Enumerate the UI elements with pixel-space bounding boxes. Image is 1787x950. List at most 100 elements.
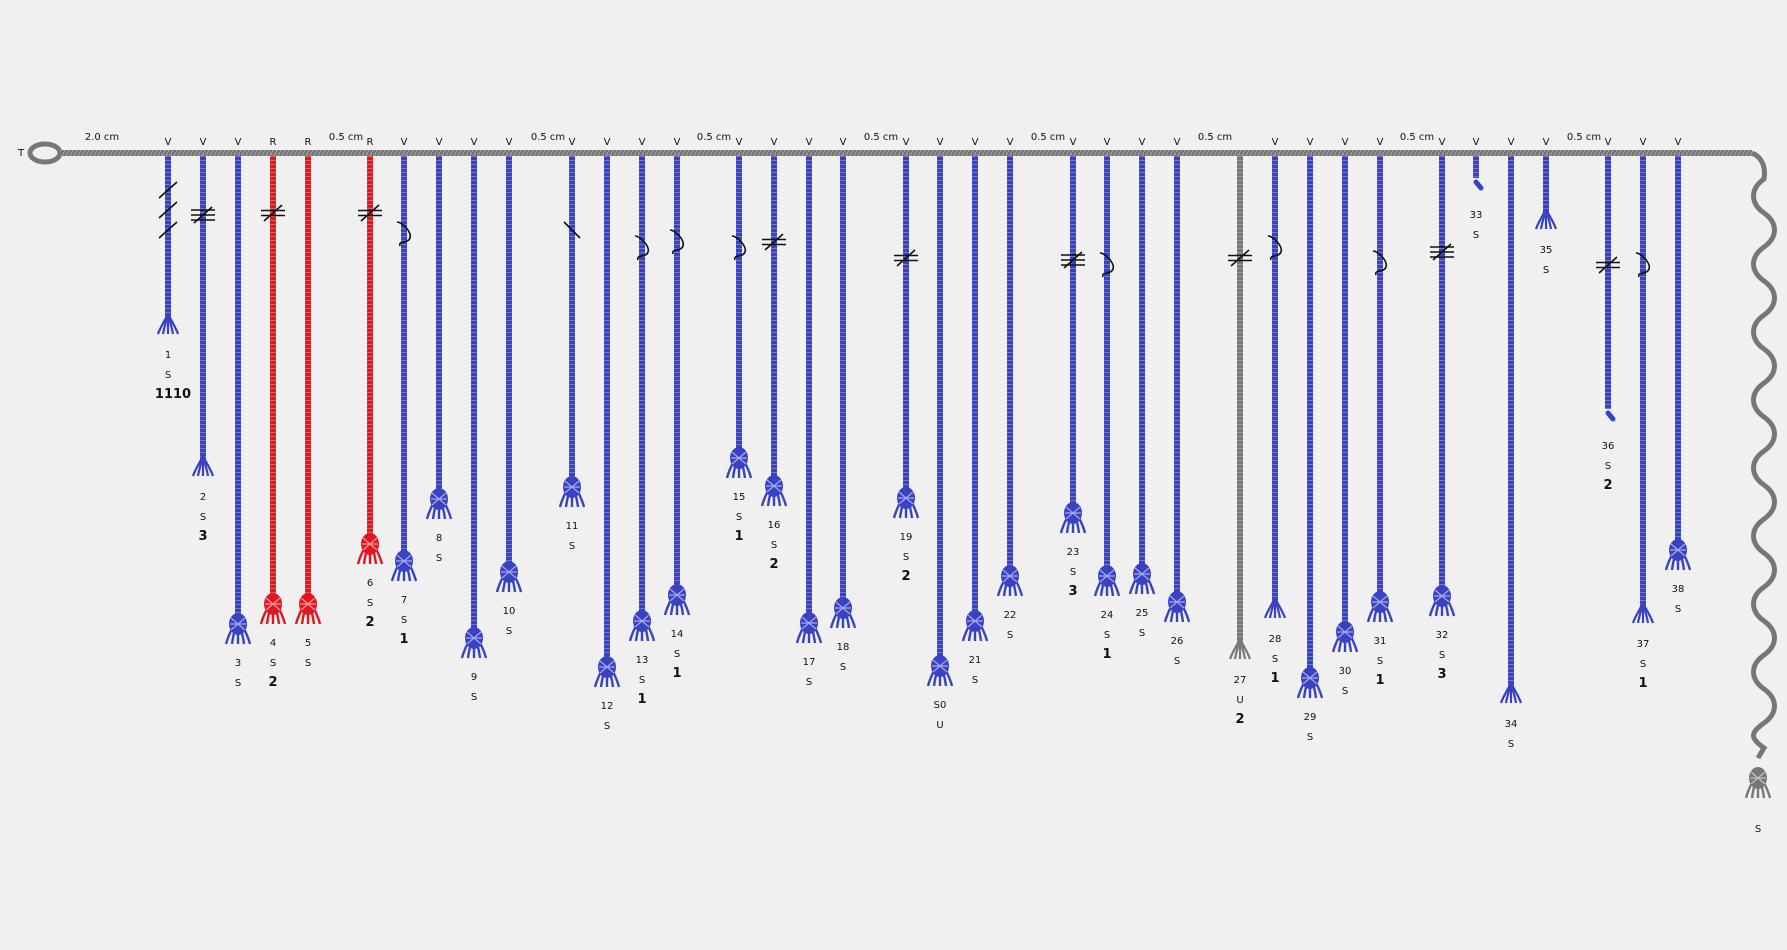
cord-top-label: V (771, 137, 778, 148)
cord-top-label: V (1104, 137, 1111, 148)
spacing-label: 0.5 cm (531, 132, 565, 143)
pendant-cord (892, 156, 920, 519)
pendant-cord (1263, 156, 1287, 619)
pendant-cord (156, 156, 180, 335)
cord-value-label: 1 (399, 632, 408, 647)
cord-ply-label: S (1070, 567, 1076, 578)
pendant-cord (1093, 156, 1121, 597)
pendant-cord (628, 156, 656, 642)
knot-mark (563, 221, 581, 239)
spacing-label: 0.5 cm (697, 132, 731, 143)
cord-number-label: 29 (1304, 712, 1317, 723)
pendant-cord (259, 156, 287, 625)
cord-top-label: V (471, 137, 478, 148)
cord-ply-label: S (1473, 230, 1479, 241)
cord-number-label: 35 (1540, 245, 1553, 256)
cord-number-label: 38 (1672, 584, 1685, 595)
cord-value-label: 2 (1235, 712, 1244, 727)
cord-value-label: 3 (198, 529, 207, 544)
cord-top-label: V (972, 137, 979, 148)
knot-mark (762, 233, 786, 251)
cord-value-label: 1 (1102, 647, 1111, 662)
pendant-cord (593, 156, 621, 688)
cord-ply-label: S (1174, 656, 1180, 667)
main-cord-start-label: T (17, 148, 25, 159)
cord-top-label: V (401, 137, 408, 148)
cord-number-label: 7 (401, 595, 407, 606)
pendant-cord (191, 156, 215, 477)
cord-ply-label: S (270, 658, 276, 669)
spacing-label: 0.5 cm (1567, 132, 1601, 143)
knot-mark (1228, 249, 1252, 267)
cord-number-label: 26 (1171, 636, 1184, 647)
cord-number-label: 6 (367, 578, 373, 589)
cord-value-label: 1 (734, 529, 743, 544)
cord-number-label: 22 (1004, 610, 1017, 621)
cord-top-label: V (569, 137, 576, 148)
knot-mark (1061, 251, 1085, 269)
cord-top-label: V (1439, 137, 1446, 148)
cord-ply-label: S (1104, 630, 1110, 641)
cord-ply-label: S (1377, 656, 1383, 667)
cord-value-label: 2 (901, 569, 910, 584)
cord-ply-label: S (903, 552, 909, 563)
cord-ply-label: S (771, 540, 777, 551)
knot-mark (1099, 252, 1115, 278)
pendant-cord (961, 156, 989, 642)
cord-top-label: V (806, 137, 813, 148)
cord-top-label: V (1139, 137, 1146, 148)
pendant-cord (829, 156, 857, 629)
cord-number-label: 1 (165, 350, 171, 361)
cord-number-label: S0 (934, 700, 947, 711)
pendant-cord (760, 156, 788, 507)
cord-value-label: 2 (1603, 478, 1612, 493)
cord-number-label: 37 (1637, 639, 1650, 650)
pendant-cords (156, 156, 1772, 799)
spacing-label: 0.5 cm (864, 132, 898, 143)
cord-number-label: 5 (305, 638, 311, 649)
cord-number-label: 12 (601, 701, 614, 712)
cord-ply-label: S (1439, 650, 1445, 661)
spacing-label: 2.0 cm (85, 132, 119, 143)
cord-number-label: 3 (235, 658, 241, 669)
cord-top-label: V (674, 137, 681, 148)
pendant-cord (1331, 156, 1359, 653)
pendant-cord (1296, 156, 1324, 699)
cord-top-label: V (165, 137, 172, 148)
end-cord (1750, 150, 1777, 760)
cord-value-label: 1 (672, 666, 681, 681)
cord-ply-label: S (1543, 265, 1549, 276)
cord-ply-label: S (569, 541, 575, 552)
knot-mark (1430, 243, 1454, 261)
cord-top-label: V (937, 137, 944, 148)
cord-ply-label: S (1640, 659, 1646, 670)
cord-top-label: V (1543, 137, 1550, 148)
cord-value-label: 2 (268, 675, 277, 690)
cord-ply-label: S (436, 553, 442, 564)
cord-ply-label: S (471, 692, 477, 703)
pendant-cord (390, 156, 418, 582)
cord-number-label: 14 (671, 629, 684, 640)
cord-number-label: 9 (471, 672, 477, 683)
pendant-cord (1059, 156, 1087, 534)
cord-top-label: V (639, 137, 646, 148)
cord-top-label: R (270, 137, 277, 148)
pendant-cord (663, 156, 691, 616)
pendant-cord (1664, 156, 1692, 571)
knot-mark (1635, 252, 1651, 278)
cord-ply-label: S (305, 658, 311, 669)
cord-ply-label: S (367, 598, 373, 609)
main-cord-loop (27, 141, 63, 165)
pendant-cord (926, 156, 954, 687)
knot-mark (1372, 250, 1388, 276)
cord-value-label: 1 (1375, 673, 1384, 688)
cord-number-label: 32 (1436, 630, 1449, 641)
cord-ply-label: S (674, 649, 680, 660)
cord-number-label: 13 (636, 655, 649, 666)
knot-mark (396, 221, 412, 247)
cord-top-label: V (436, 137, 443, 148)
cord-top-label: V (1272, 137, 1279, 148)
spacing-label: 0.5 cm (1198, 132, 1232, 143)
cord-value-label: 3 (1068, 584, 1077, 599)
cord-ply-label: S (1508, 739, 1514, 750)
